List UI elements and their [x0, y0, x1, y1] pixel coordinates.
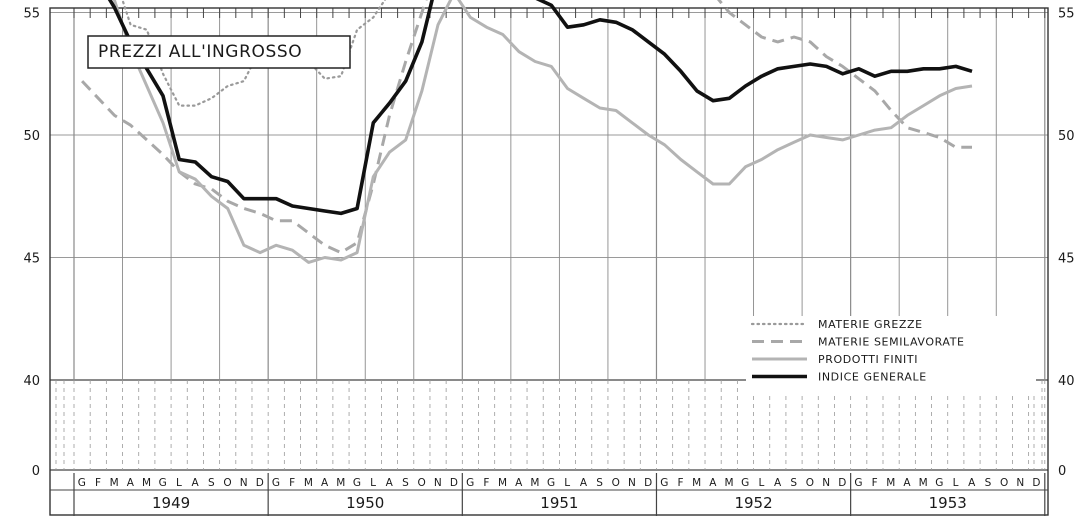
month-label: M	[142, 477, 152, 489]
month-label: A	[968, 477, 976, 489]
month-label: F	[483, 477, 490, 489]
month-label: F	[677, 477, 684, 489]
month-label: N	[628, 477, 636, 489]
y-tick-label-right: 55	[1058, 7, 1075, 22]
month-label: F	[872, 477, 879, 489]
month-label: D	[256, 477, 265, 489]
month-label: M	[304, 477, 314, 489]
month-label: S	[985, 477, 992, 489]
y-tick-label-left: 45	[23, 252, 40, 267]
y-tick-label-right: 40	[1058, 374, 1075, 389]
year-label: 1949	[152, 494, 190, 512]
month-label: A	[515, 477, 523, 489]
legend-label: PRODOTTI FINITI	[818, 353, 918, 366]
month-label: M	[498, 477, 508, 489]
month-label: G	[353, 477, 362, 489]
month-label: A	[192, 477, 200, 489]
month-label: A	[580, 477, 588, 489]
month-label: F	[289, 477, 296, 489]
month-label: G	[935, 477, 944, 489]
y-tick-label-right: 50	[1058, 129, 1075, 144]
y-tick-label-left: 50	[23, 129, 40, 144]
month-label: G	[159, 477, 168, 489]
series-line-indice-generale	[107, 0, 973, 216]
month-label: G	[547, 477, 556, 489]
month-label: L	[370, 477, 376, 489]
month-label: L	[564, 477, 570, 489]
month-label: D	[838, 477, 847, 489]
legend-label: MATERIE SEMILAVORATE	[818, 336, 965, 349]
y-tick-label-left: 40	[23, 374, 40, 389]
y-tick-label-left: 0	[32, 464, 40, 479]
title-box: PREZZI ALL'INGROSSO	[87, 35, 351, 69]
y-tick-label-right: 0	[1058, 464, 1066, 479]
month-label: N	[434, 477, 442, 489]
legend-label: MATERIE GREZZE	[818, 318, 923, 331]
month-label: A	[709, 477, 717, 489]
month-label: N	[1016, 477, 1024, 489]
month-label: M	[336, 477, 346, 489]
legend-label: INDICE GENERALE	[818, 371, 927, 384]
month-label: D	[450, 477, 459, 489]
series-layer	[81, 0, 973, 264]
y-tick-label-left: 55	[23, 7, 40, 22]
chart-title: PREZZI ALL'INGROSSO	[98, 42, 302, 62]
month-label: S	[790, 477, 797, 489]
month-label: L	[953, 477, 959, 489]
month-label: G	[466, 477, 475, 489]
series-line-materie-semilavorate	[81, 0, 972, 255]
month-label: N	[822, 477, 830, 489]
legend: MATERIE GREZZE MATERIE SEMILAVORATE PRODOT…	[746, 316, 1036, 392]
month-label: S	[402, 477, 409, 489]
y-tick-label-right: 45	[1058, 252, 1075, 267]
month-label: M	[692, 477, 702, 489]
month-label: O	[223, 477, 232, 489]
month-label: L	[176, 477, 182, 489]
plot-frame	[49, 7, 1049, 516]
month-label: A	[127, 477, 135, 489]
series-line-materie-grezze	[121, 0, 747, 107]
month-label: O	[612, 477, 621, 489]
month-label: O	[1000, 477, 1009, 489]
month-label: M	[886, 477, 896, 489]
axes-layer: 00404045455050555560606565GFMAMGLASOND19…	[23, 7, 1075, 516]
month-label: M	[530, 477, 540, 489]
year-label: 1950	[346, 494, 384, 512]
month-label: L	[758, 477, 764, 489]
month-label: M	[725, 477, 735, 489]
month-label: G	[272, 477, 281, 489]
year-label: 1951	[540, 494, 578, 512]
month-label: O	[806, 477, 815, 489]
month-label: O	[417, 477, 426, 489]
year-label: 1953	[929, 494, 967, 512]
month-label: G	[78, 477, 87, 489]
month-label: F	[95, 477, 102, 489]
month-label: S	[208, 477, 215, 489]
month-label: G	[854, 477, 863, 489]
month-label: A	[321, 477, 329, 489]
month-label: D	[644, 477, 653, 489]
month-label: A	[774, 477, 782, 489]
title-frame	[87, 35, 351, 69]
month-label: A	[903, 477, 911, 489]
year-label: 1952	[734, 494, 772, 512]
month-label: A	[386, 477, 394, 489]
series-line-prodotti-finiti	[112, 0, 973, 264]
month-label: S	[596, 477, 603, 489]
month-label: G	[660, 477, 669, 489]
month-label: M	[919, 477, 929, 489]
month-label: N	[240, 477, 248, 489]
month-label: D	[1032, 477, 1041, 489]
month-label: M	[110, 477, 120, 489]
month-label: G	[741, 477, 750, 489]
legend-backdrop	[746, 316, 1036, 392]
grid-layer	[50, 8, 1048, 471]
